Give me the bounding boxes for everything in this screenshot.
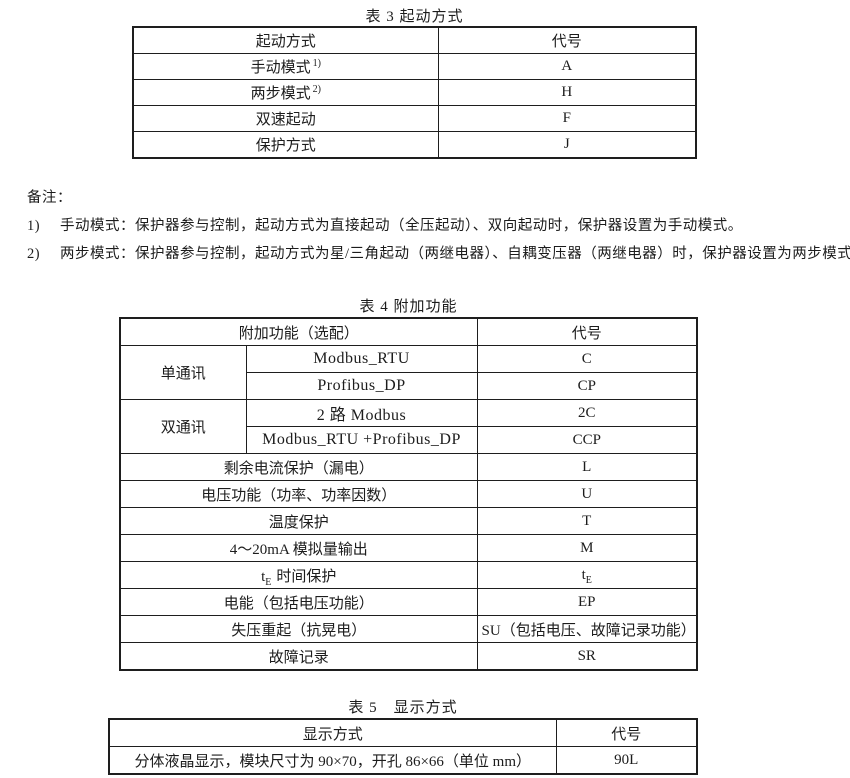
note-item: 2) 两步模式：保护器参与控制，起动方式为星/三角起动（两继电器）、自耦变压器（… bbox=[27, 245, 850, 264]
footnote-ref: 1) bbox=[312, 58, 321, 69]
table-row: 附加功能（选配） 代号 bbox=[119, 317, 698, 346]
table-row: 温度保护 T bbox=[119, 507, 698, 535]
table-row: 双通讯 2 路 Modbus 2C bbox=[119, 399, 698, 454]
code-cell: C bbox=[476, 345, 698, 373]
code-cell: H bbox=[437, 79, 697, 106]
mode-label: 两步模式 bbox=[250, 86, 311, 102]
table-row: 双速起动 F bbox=[132, 105, 697, 132]
feature-cell: 故障记录 bbox=[119, 642, 478, 671]
table-row: Profibus_DP CP bbox=[120, 372, 698, 400]
table-row: 起动方式 代号 bbox=[132, 26, 697, 54]
code-cell: L bbox=[476, 453, 698, 481]
additional-functions-table: 附加功能（选配） 代号 单通讯 Modbus_RTU C Profibus_DP… bbox=[119, 317, 698, 671]
feature-cell: 剩余电流保护（漏电） bbox=[119, 453, 478, 481]
mode-label: 手动模式 bbox=[250, 60, 311, 76]
column-header-code: 代号 bbox=[476, 317, 698, 346]
mode-label: 保护方式 bbox=[255, 138, 316, 154]
code-cell: CP bbox=[476, 372, 698, 400]
table-row: 4～20mA 模拟量输出 M bbox=[119, 534, 698, 562]
display-mode-table: 显示方式 代号 分体液晶显示，模块尺寸为 90×70，开孔 86×66（单位 m… bbox=[108, 718, 698, 775]
protocol-label: Profibus_DP bbox=[317, 377, 406, 394]
mode-cell: 两步模式 2) bbox=[132, 79, 439, 106]
feature-cell: Modbus_RTU +Profibus_DP bbox=[245, 426, 478, 454]
note-number: 1) bbox=[27, 218, 41, 234]
note-number: 2) bbox=[27, 246, 41, 262]
starting-mode-table: 起动方式 代号 手动模式 1) A 两步模式 2) H 双速起动 F 保护方式 J bbox=[132, 26, 697, 159]
te-base: t bbox=[261, 568, 266, 585]
note-text: 手动模式：保护器参与控制，起动方式为直接起动（全压起动）、双向起动时，保护器设置… bbox=[60, 218, 743, 234]
table4-title: 表 4 附加功能 bbox=[359, 299, 458, 315]
code-cell: F bbox=[437, 105, 697, 132]
feature-cell-te: tE 时间保护 bbox=[119, 561, 478, 589]
column-header-starting-mode: 起动方式 bbox=[132, 26, 439, 54]
mode-cell: 保护方式 bbox=[132, 131, 439, 159]
code-cell: EP bbox=[476, 588, 698, 616]
table-row: Modbus_RTU +Profibus_DP CCP bbox=[120, 426, 698, 454]
notes-heading: 备注： bbox=[27, 190, 72, 206]
feature-cell: 电能（包括电压功能） bbox=[119, 588, 478, 616]
table-row: 分体液晶显示，模块尺寸为 90×70，开孔 86×66（单位 mm） 90L bbox=[108, 746, 698, 775]
footnote-ref: 2) bbox=[312, 84, 321, 95]
table-row: tE 时间保护 tE bbox=[119, 561, 698, 589]
te-subscript: E bbox=[265, 576, 272, 588]
te-code-subscript: E bbox=[585, 574, 592, 586]
code-cell: 2C bbox=[476, 399, 698, 427]
table-row: 保护方式 J bbox=[132, 131, 697, 159]
protocol-label: Modbus_RTU bbox=[313, 350, 410, 367]
column-header-function: 附加功能（选配） bbox=[119, 317, 478, 346]
te-label: 时间保护 bbox=[276, 568, 337, 585]
code-cell: SU（包括电压、故障记录功能） bbox=[476, 615, 698, 643]
protocol-label: Modbus_RTU +Profibus_DP bbox=[262, 431, 461, 448]
mode-cell: 双速起动 bbox=[132, 105, 439, 132]
notes-section: 备注： 1) 手动模式：保护器参与控制，起动方式为直接起动（全压起动）、双向起动… bbox=[27, 189, 850, 264]
note-item: 1) 手动模式：保护器参与控制，起动方式为直接起动（全压起动）、双向起动时，保护… bbox=[27, 217, 847, 236]
table-row: 失压重起（抗晃电） SU（包括电压、故障记录功能） bbox=[119, 615, 698, 643]
table-row: 手动模式 1) A bbox=[132, 53, 697, 80]
table-row: 故障记录 SR bbox=[119, 642, 698, 671]
table-row: 两步模式 2) H bbox=[132, 79, 697, 106]
column-header-code: 代号 bbox=[437, 26, 697, 54]
column-header-display-mode: 显示方式 bbox=[108, 718, 557, 747]
code-cell: CCP bbox=[476, 426, 698, 454]
column-header-code: 代号 bbox=[555, 718, 698, 747]
feature-cell: 2 路 Modbus bbox=[245, 399, 478, 427]
table3-title: 表 3 起动方式 bbox=[365, 9, 464, 25]
feature-cell: 温度保护 bbox=[119, 507, 478, 535]
code-cell: J bbox=[437, 131, 697, 159]
group-cell-dual-comm: 双通讯 bbox=[119, 399, 247, 454]
code-cell: T bbox=[476, 507, 698, 535]
feature-cell: 分体液晶显示，模块尺寸为 90×70，开孔 86×66（单位 mm） bbox=[108, 746, 557, 775]
te-code-base: t bbox=[581, 566, 586, 583]
feature-cell: Modbus_RTU bbox=[245, 345, 478, 373]
table-row: 单通讯 Modbus_RTU C bbox=[119, 345, 698, 400]
feature-cell: 4～20mA 模拟量输出 bbox=[119, 534, 478, 562]
table-row: 电能（包括电压功能） EP bbox=[119, 588, 698, 616]
protocol-label: 2 路 Modbus bbox=[316, 407, 407, 424]
code-cell: SR bbox=[476, 642, 698, 671]
feature-cell: 失压重起（抗晃电） bbox=[119, 615, 478, 643]
table-row: 电压功能（功率、功率因数） U bbox=[119, 480, 698, 508]
table5-title: 表 5 显示方式 bbox=[348, 700, 458, 716]
feature-cell: Profibus_DP bbox=[245, 372, 478, 400]
code-cell: U bbox=[476, 480, 698, 508]
feature-cell: 电压功能（功率、功率因数） bbox=[119, 480, 478, 508]
code-cell: A bbox=[437, 53, 697, 80]
table-row: 剩余电流保护（漏电） L bbox=[119, 453, 698, 481]
group-cell-single-comm: 单通讯 bbox=[119, 345, 247, 400]
note-text: 两步模式：保护器参与控制，起动方式为星/三角起动（两继电器）、自耦变压器（两继电… bbox=[60, 246, 850, 262]
code-cell-te: tE bbox=[476, 561, 698, 589]
mode-label: 双速起动 bbox=[255, 112, 316, 128]
table-row: 显示方式 代号 bbox=[108, 718, 698, 747]
code-cell: M bbox=[476, 534, 698, 562]
mode-cell: 手动模式 1) bbox=[132, 53, 439, 80]
code-cell: 90L bbox=[555, 746, 698, 775]
